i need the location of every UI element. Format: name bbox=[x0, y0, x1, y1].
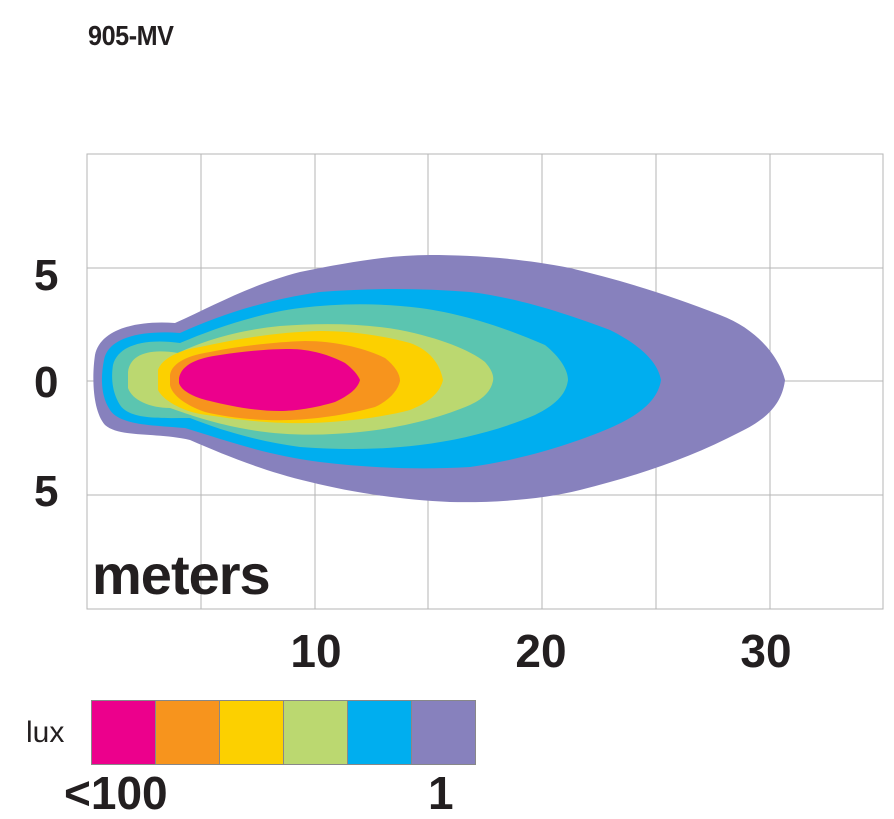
x-tick-label: 10 bbox=[290, 625, 342, 677]
x-tick-label: 20 bbox=[515, 625, 567, 677]
y-tick-label: 5 bbox=[34, 251, 59, 300]
x-tick-label: 30 bbox=[740, 625, 792, 677]
y-tick-label: 5 bbox=[34, 467, 59, 516]
legend-max-label: 1 bbox=[428, 767, 454, 819]
legend-min-label: <100 bbox=[64, 767, 168, 819]
legend-swatch bbox=[156, 701, 220, 764]
legend-swatch bbox=[92, 701, 156, 764]
contour-7-lux bbox=[179, 349, 360, 411]
color-legend bbox=[91, 700, 476, 765]
legend-swatch bbox=[412, 701, 475, 764]
legend-swatch bbox=[284, 701, 348, 764]
legend-label: lux bbox=[26, 716, 65, 749]
legend-swatch bbox=[220, 701, 284, 764]
unit-label: meters bbox=[92, 543, 271, 606]
legend-swatch bbox=[348, 701, 412, 764]
chart-title: 905-MV bbox=[88, 20, 174, 51]
y-tick-label: 0 bbox=[34, 358, 59, 407]
